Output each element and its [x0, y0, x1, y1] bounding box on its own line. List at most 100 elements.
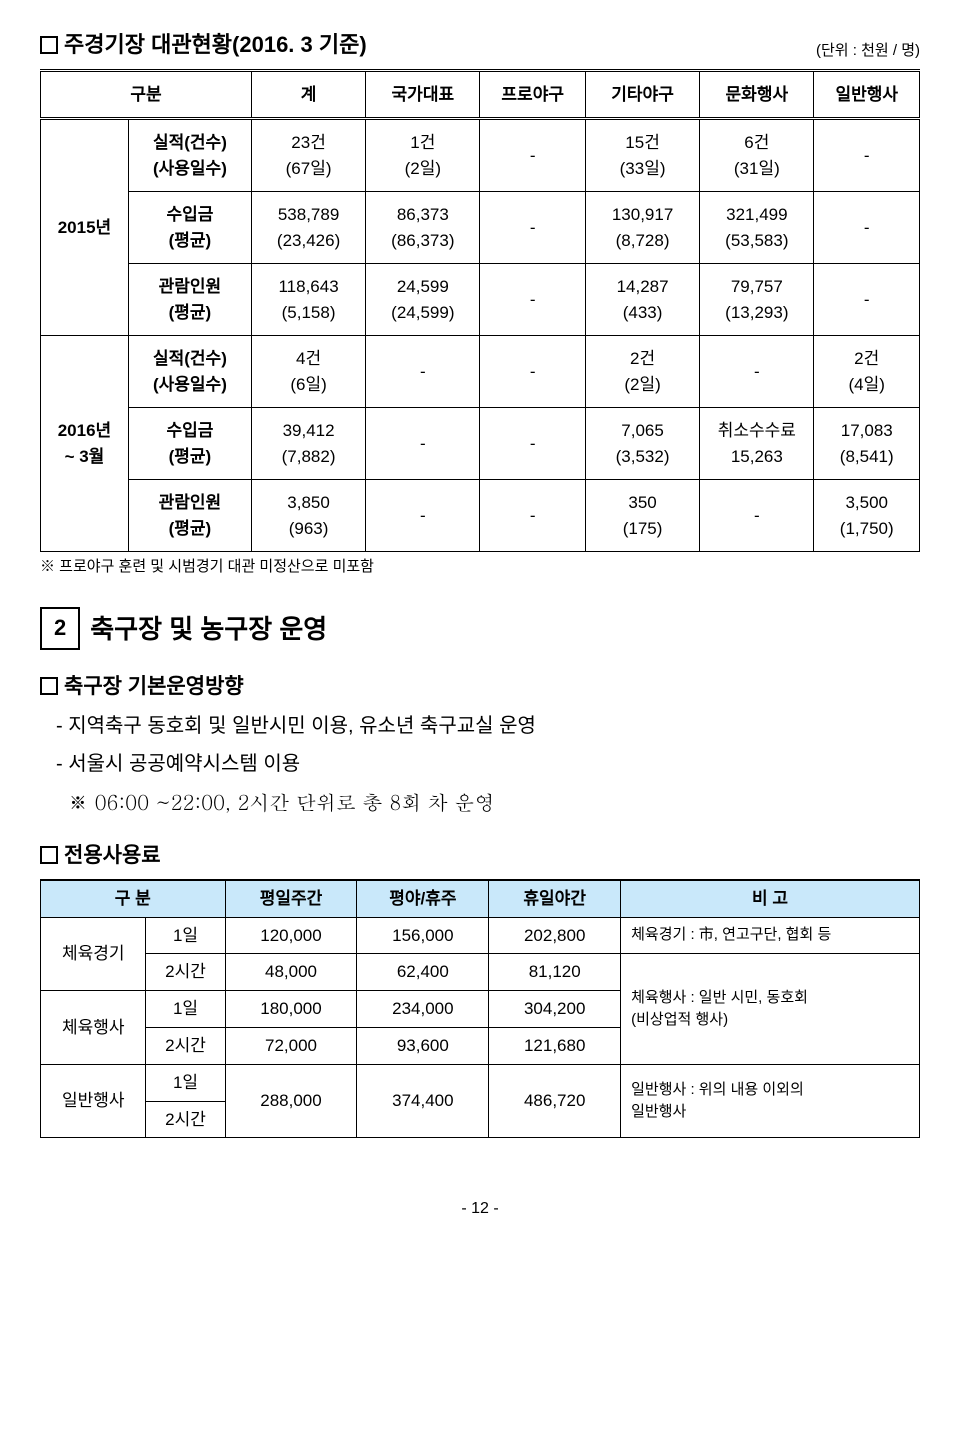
t1-cell: 23건 (67일): [251, 119, 365, 192]
t2-cell: 62,400: [357, 954, 489, 991]
t2-cell: 121,680: [489, 1028, 621, 1065]
t2-row: 일반행사 1일 288,000 374,400 486,720 일반행사 : 위…: [41, 1064, 920, 1101]
t2-h1: 평일주간: [225, 880, 357, 917]
t2-note3: 일반행사 : 위의 내용 이외의 일반행사: [621, 1064, 920, 1138]
t2-h4: 비 고: [621, 880, 920, 917]
t2-cell: 156,000: [357, 917, 489, 954]
t1-row-label: 관람인원 (평균): [128, 480, 251, 552]
t2-cell: 234,000: [357, 991, 489, 1028]
t2-row: 체육경기 1일 120,000 156,000 202,800 체육경기 : 市…: [41, 917, 920, 954]
t1-row: 수입금 (평균)538,789 (23,426)86,373 (86,373)-…: [41, 192, 920, 264]
t1-cell: -: [480, 119, 585, 192]
t1-cell: -: [700, 480, 814, 552]
t1-cell: 2건 (2일): [585, 336, 699, 408]
section2-sub2-text: 전용사용료: [64, 844, 161, 867]
t1-cell: 86,373 (86,373): [366, 192, 480, 264]
checkbox-icon: [40, 846, 58, 864]
t2-sub: 1일: [146, 917, 225, 954]
t2-cell: 288,000: [225, 1064, 357, 1138]
t1-row: 관람인원 (평균)3,850 (963)--350 (175)-3,500 (1…: [41, 480, 920, 552]
t1-cell: 39,412 (7,882): [251, 408, 365, 480]
t2-cell: 202,800: [489, 917, 621, 954]
t2-cat: 일반행사: [41, 1064, 146, 1138]
t1-cell: 24,599 (24,599): [366, 264, 480, 336]
t1-cell: 118,643 (5,158): [251, 264, 365, 336]
t1-cell: 3,500 (1,750): [814, 480, 920, 552]
t1-h1: 계: [251, 70, 365, 119]
t2-header-row: 구 분 평일주간 평야/휴주 휴일야간 비 고: [41, 880, 920, 917]
t2-sub: 2시간: [146, 1101, 225, 1138]
t1-h2: 국가대표: [366, 70, 480, 119]
section1-footnote: ※ 프로야구 훈련 및 시범경기 대관 미정산으로 미포함: [40, 556, 920, 577]
bullet-3: ※ 06:00 ~22:00, 2시간 단위로 총 8회 차 운영: [68, 785, 920, 819]
t1-cell: 17,083 (8,541): [814, 408, 920, 480]
table-fees: 구 분 평일주간 평야/휴주 휴일야간 비 고 체육경기 1일 120,000 …: [40, 879, 920, 1139]
t1-year: 2015년: [41, 119, 129, 336]
section2-sub1: 축구장 기본운영방향: [40, 672, 920, 701]
t1-cell: 538,789 (23,426): [251, 192, 365, 264]
t1-cell: 취소수수료 15,263: [700, 408, 814, 480]
t2-cell: 374,400: [357, 1064, 489, 1138]
t1-row: 관람인원 (평균)118,643 (5,158)24,599 (24,599)-…: [41, 264, 920, 336]
t1-cell: 350 (175): [585, 480, 699, 552]
t1-cell: 321,499 (53,583): [700, 192, 814, 264]
t1-cell: 3,850 (963): [251, 480, 365, 552]
t2-cat: 체육행사: [41, 991, 146, 1065]
t1-cell: -: [700, 336, 814, 408]
t2-row: 2시간 48,000 62,400 81,120 체육행사 : 일반 시민, 동…: [41, 954, 920, 991]
section2-num: 2: [40, 607, 80, 650]
t1-row-label: 수입금 (평균): [128, 192, 251, 264]
t1-row: 2016년 ~ 3월실적(건수) (사용일수)4건 (6일)--2건 (2일)-…: [41, 336, 920, 408]
t1-cell: -: [814, 192, 920, 264]
t1-cell: -: [480, 480, 585, 552]
t1-cell: -: [814, 119, 920, 192]
t2-sub: 2시간: [146, 954, 225, 991]
bullet-1: - 지역축구 동호회 및 일반시민 이용, 유소년 축구교실 운영: [56, 709, 920, 743]
t1-cell: 2건 (4일): [814, 336, 920, 408]
t1-cell: -: [480, 264, 585, 336]
t1-h4: 기타야구: [585, 70, 699, 119]
t1-row-label: 관람인원 (평균): [128, 264, 251, 336]
t1-cell: 4건 (6일): [251, 336, 365, 408]
t2-cell: 48,000: [225, 954, 357, 991]
section1-unit: (단위 : 천원 / 명): [816, 40, 920, 61]
t1-cell: 79,757 (13,293): [700, 264, 814, 336]
t2-cell: 81,120: [489, 954, 621, 991]
t1-cell: 7,065 (3,532): [585, 408, 699, 480]
t2-sub: 1일: [146, 991, 225, 1028]
t1-row: 수입금 (평균)39,412 (7,882)--7,065 (3,532)취소수…: [41, 408, 920, 480]
t1-h0: 구분: [41, 70, 252, 119]
t1-cell: -: [366, 408, 480, 480]
t1-cell: -: [366, 480, 480, 552]
t1-cell: -: [480, 336, 585, 408]
section2-sub1-text: 축구장 기본운영방향: [64, 675, 244, 698]
t1-year: 2016년 ~ 3월: [41, 336, 129, 552]
t2-cell: 180,000: [225, 991, 357, 1028]
t2-note2: 체육행사 : 일반 시민, 동호회 (비상업적 행사): [621, 954, 920, 1064]
t2-cell: 486,720: [489, 1064, 621, 1138]
t2-cat: 체육경기: [41, 917, 146, 991]
t1-row: 2015년실적(건수) (사용일수)23건 (67일)1건 (2일)-15건 (…: [41, 119, 920, 192]
t1-row-label: 수입금 (평균): [128, 408, 251, 480]
t1-cell: 6건 (31일): [700, 119, 814, 192]
t1-cell: 15건 (33일): [585, 119, 699, 192]
t1-row-label: 실적(건수) (사용일수): [128, 119, 251, 192]
t1-cell: -: [366, 336, 480, 408]
t2-h0: 구 분: [41, 880, 226, 917]
t1-header-row: 구분 계 국가대표 프로야구 기타야구 문화행사 일반행사: [41, 70, 920, 119]
t1-cell: -: [814, 264, 920, 336]
t2-sub: 1일: [146, 1064, 225, 1101]
t1-cell: 130,917 (8,728): [585, 192, 699, 264]
t1-cell: 14,287 (433): [585, 264, 699, 336]
t1-h5: 문화행사: [700, 70, 814, 119]
t2-cell: 120,000: [225, 917, 357, 954]
t1-cell: -: [480, 192, 585, 264]
section2-title: 축구장 및 농구장 운영: [90, 611, 327, 647]
bullet-2: - 서울시 공공예약시스템 이용: [56, 747, 920, 781]
t2-note1: 체육경기 : 市, 연고구단, 협회 등: [621, 917, 920, 954]
t2-h3: 휴일야간: [489, 880, 621, 917]
checkbox-icon: [40, 36, 58, 54]
page-number: - 12 -: [40, 1198, 920, 1220]
section1-title-text: 주경기장 대관현황(2016. 3 기준): [64, 32, 367, 57]
t2-sub: 2시간: [146, 1028, 225, 1065]
